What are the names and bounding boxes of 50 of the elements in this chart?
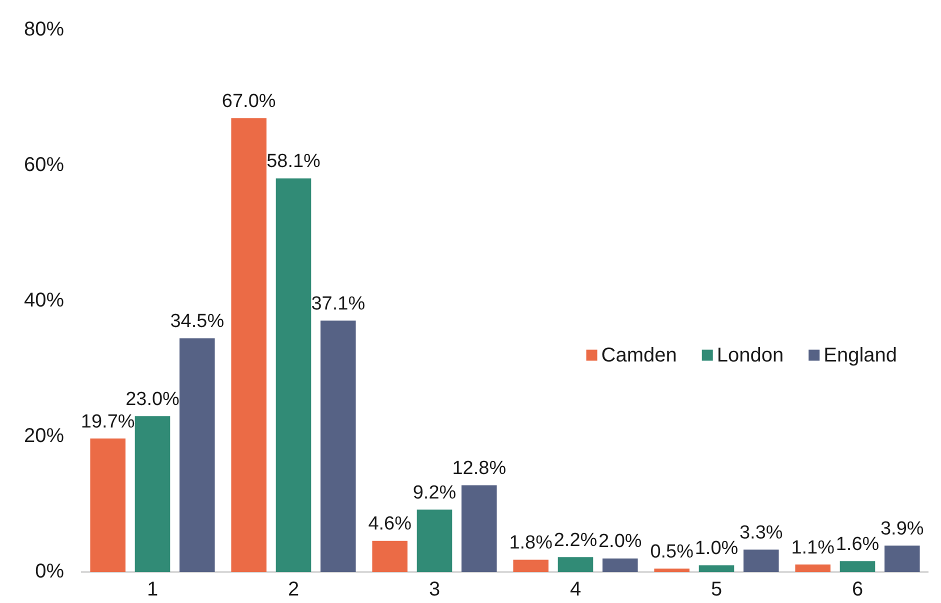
data-label: 3.9% — [880, 518, 924, 540]
data-label: 12.8% — [452, 458, 506, 480]
data-label: 1.6% — [836, 534, 880, 555]
data-label: 2.0% — [598, 531, 642, 552]
data-label: 1.8% — [509, 532, 553, 554]
data-label: 1.1% — [791, 537, 835, 558]
y-tick-label: 40% — [24, 290, 64, 312]
legend-label: England — [824, 344, 898, 367]
bar — [840, 561, 876, 572]
y-tick-label: 0% — [35, 560, 64, 583]
data-label: 19.7% — [80, 411, 135, 432]
bar — [372, 540, 408, 572]
bar — [462, 485, 497, 572]
x-tick-label: 2 — [288, 578, 300, 601]
x-tick-label: 3 — [428, 578, 440, 601]
bar — [744, 550, 779, 572]
bar — [884, 546, 920, 572]
x-tick-label: 1 — [146, 578, 158, 601]
y-tick-label: 80% — [24, 18, 64, 41]
bar — [320, 320, 356, 572]
legend-label: London — [716, 344, 784, 367]
data-label: 3.3% — [739, 522, 783, 544]
bar — [90, 438, 126, 572]
bar — [602, 558, 638, 572]
data-label: 9.2% — [412, 482, 456, 504]
data-label: 4.6% — [368, 514, 412, 535]
data-label: 2.2% — [554, 530, 598, 551]
bar — [416, 510, 452, 572]
bar — [558, 557, 594, 572]
x-tick-label: 6 — [852, 578, 864, 601]
bar — [698, 565, 734, 572]
bar — [654, 568, 690, 572]
x-tick-label: 4 — [570, 578, 582, 601]
x-tick-label: 5 — [710, 578, 722, 601]
bar — [276, 178, 312, 572]
bar — [180, 338, 215, 572]
data-label: 23.0% — [126, 388, 180, 410]
bar — [231, 118, 266, 572]
data-label: 67.0% — [222, 90, 276, 112]
data-label: 0.5% — [650, 541, 694, 562]
data-label: 58.1% — [266, 151, 321, 172]
bar — [795, 564, 830, 572]
y-tick-label: 20% — [24, 425, 64, 448]
bar — [134, 416, 170, 572]
bar — [513, 560, 548, 572]
data-label: 1.0% — [694, 538, 738, 559]
data-label: 34.5% — [170, 310, 224, 332]
y-tick-label: 60% — [24, 154, 64, 176]
legend-label: Camden — [601, 344, 677, 367]
data-label: 37.1% — [311, 293, 366, 314]
